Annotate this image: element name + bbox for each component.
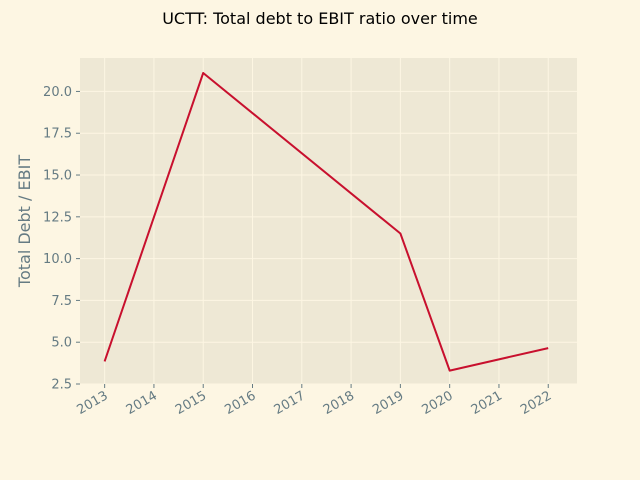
- plot-area: [80, 58, 577, 384]
- y-axis-label: Total Debt / EBIT: [15, 155, 34, 288]
- y-tick-label: 12.5: [43, 210, 72, 225]
- y-tick-label: 20.0: [43, 85, 72, 100]
- y-tick-label: 7.5: [51, 294, 72, 309]
- y-tick-label: 17.5: [43, 127, 72, 142]
- y-tick-label: 10.0: [43, 252, 72, 267]
- y-tick-label: 5.0: [51, 336, 72, 351]
- series-line: [103, 72, 549, 372]
- grid: [80, 58, 577, 385]
- chart-title: UCTT: Total debt to EBIT ratio over time: [162, 9, 478, 28]
- series: [103, 72, 549, 372]
- y-tick-label: 15.0: [43, 169, 72, 184]
- y-tick-label: 2.5: [51, 378, 72, 393]
